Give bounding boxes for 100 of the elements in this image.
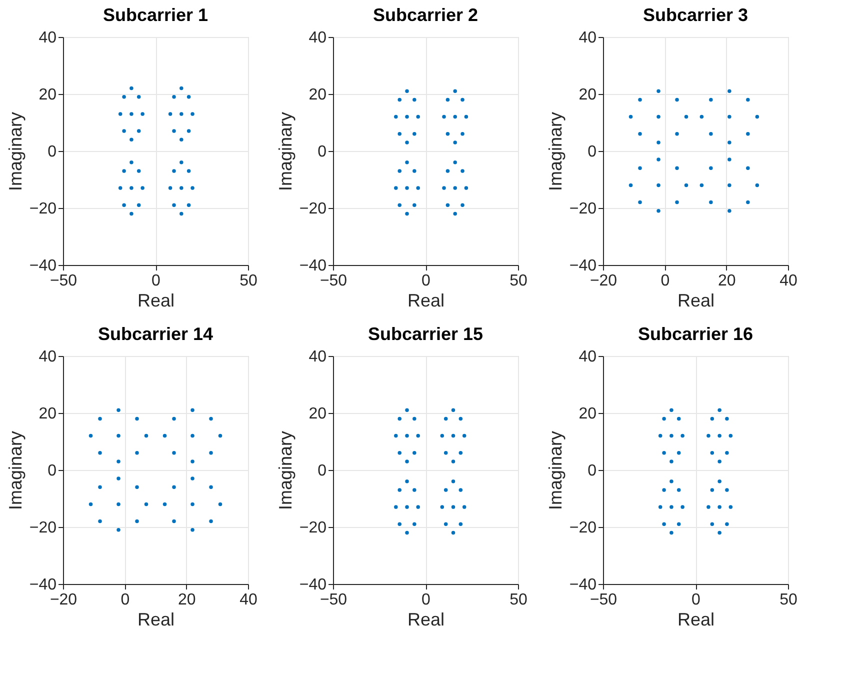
point [464,114,468,119]
point [656,114,660,119]
point [728,140,732,144]
point [116,528,120,532]
point [462,505,466,509]
point [190,434,194,438]
point [710,488,714,492]
point [412,98,416,102]
point [453,89,457,94]
point [444,416,448,421]
y-tick-label: −40 [569,258,597,274]
x-tick-label: 0 [692,592,701,608]
point [725,522,729,526]
point [122,169,126,173]
point [190,186,194,190]
chart-title: Subcarrier 1 [102,5,208,25]
point [405,186,409,190]
y-tick-label: −40 [29,258,57,274]
point [638,98,642,102]
point [136,169,141,173]
x-tick-label: 0 [120,592,130,608]
y-tick-label: 20 [578,86,597,104]
x-tick-label: −50 [590,592,618,608]
y-tick-label: 20 [38,406,57,422]
chart-title: Subcarrier 16 [638,324,754,344]
y-tick-label: 20 [38,86,57,104]
point [700,114,704,119]
point [675,166,679,170]
point [180,86,184,90]
x-tick-label: 20 [718,272,736,290]
point [670,434,674,438]
point [709,200,713,204]
point [706,434,710,438]
y-tick-label: 0 [318,144,327,160]
point [675,200,679,204]
point [680,434,684,438]
x-tick-label: −50 [50,272,78,290]
point [172,451,176,455]
point [725,488,729,492]
point [190,528,194,532]
x-axis-title: Real [407,610,445,630]
point [442,114,446,119]
point [451,480,456,484]
point [710,451,714,455]
point [725,416,729,421]
point [718,434,722,438]
point [728,208,732,213]
point [88,434,93,438]
point [675,132,679,136]
point [186,203,191,208]
point [172,203,176,208]
point [676,488,681,492]
x-tick-label: 0 [660,272,670,290]
point [405,480,409,484]
point [405,434,409,438]
point [405,89,409,94]
point [451,434,456,438]
chart-title: Subcarrier 15 [368,324,484,344]
y-tick-label: 40 [578,348,597,366]
point [728,89,732,94]
x-tick-label: 50 [510,272,528,290]
point [394,186,398,190]
y-tick-label: 20 [578,406,597,422]
point [718,530,722,535]
point [670,408,674,412]
x-tick-label: 50 [510,592,528,608]
point [135,485,139,489]
point [168,186,172,190]
point [144,434,148,438]
point [180,186,184,190]
point [405,160,409,164]
point [710,522,714,526]
point [728,158,732,162]
point [405,460,409,464]
x-axis-title: Real [137,290,175,310]
point [398,203,402,208]
chart-title: Subcarrier 2 [372,5,478,25]
y-tick-label: 0 [48,144,57,160]
point [405,140,409,144]
point [190,408,194,412]
point [130,112,134,116]
point [462,434,466,438]
x-tick-label: 50 [240,272,258,290]
point [676,522,681,526]
point [755,183,760,188]
y-tick-label: −20 [29,520,57,536]
point [172,519,176,524]
point [394,505,398,509]
point [405,505,409,509]
point [656,158,660,162]
point [628,114,633,119]
y-tick-label: 0 [588,462,597,480]
point [700,183,704,188]
point [122,203,126,208]
point [135,416,139,421]
point [135,519,139,524]
point [451,408,456,412]
point [130,86,134,90]
point [458,522,463,526]
point [130,186,134,190]
